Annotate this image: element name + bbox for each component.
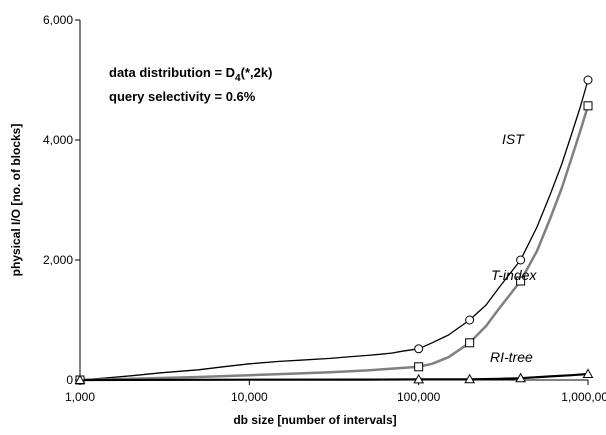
series-label-t-index: T-index xyxy=(491,267,537,283)
marker-ri-tree xyxy=(582,368,594,378)
marker-ri-tree xyxy=(515,372,526,383)
marker-t-index xyxy=(414,362,424,372)
annotation-distribution-sub: 4 xyxy=(235,73,241,84)
marker-t-index xyxy=(516,276,526,286)
marker-ist xyxy=(465,315,475,325)
x-tick-label: 1,000,000 xyxy=(561,390,606,404)
marker-t-index xyxy=(465,338,475,348)
x-tick-label: 1,000 xyxy=(65,390,95,404)
marker-t-index xyxy=(583,101,593,111)
annotation-distribution-prefix: data distribution = D xyxy=(109,65,235,80)
y-tick-label: 0 xyxy=(66,373,73,387)
marker-ri-tree xyxy=(74,374,86,384)
x-tick-label: 100,000 xyxy=(397,390,441,404)
y-tick-label: 6,000 xyxy=(43,13,73,27)
x-tick-label: 10,000 xyxy=(231,390,268,404)
marker-ri-tree xyxy=(464,373,475,384)
series-label-ist: IST xyxy=(502,131,525,147)
series-line-t-index xyxy=(79,105,590,382)
series-line-ist xyxy=(79,79,589,381)
marker-ist xyxy=(516,255,526,265)
series-label-ri-tree: RI-tree xyxy=(490,349,533,365)
y-tick-label: 2,000 xyxy=(43,253,73,267)
annotation-distribution-suffix: (*,2k) xyxy=(241,65,273,80)
y-tick-label: 4,000 xyxy=(43,133,73,147)
series-group xyxy=(79,79,590,382)
y-axis-title: physical I/O [no. of blocks] xyxy=(9,124,23,277)
marker-ist xyxy=(414,344,424,354)
ticks: 0 2,000 4,000 6,000 1,000 10,000 100,000 1,000,… xyxy=(43,13,606,404)
x-axis-title: db size [number of intervals] xyxy=(233,413,396,427)
annotation-distribution: data distribution = D4(*,2k) xyxy=(109,65,272,84)
annotation-selectivity: query selectivity = 0.6% xyxy=(109,89,256,104)
marker-ist xyxy=(583,75,593,85)
markers-group xyxy=(74,75,594,385)
marker-ri-tree xyxy=(413,373,425,384)
